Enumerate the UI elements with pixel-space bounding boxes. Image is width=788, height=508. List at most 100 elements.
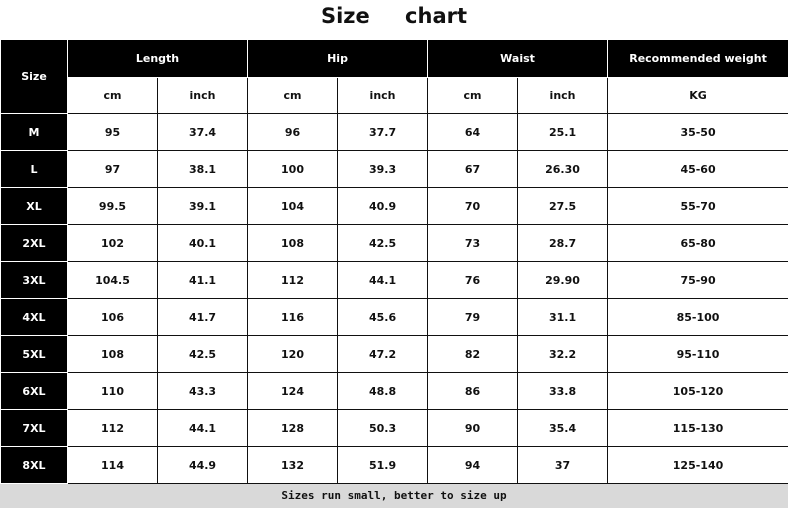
table-cell: 110 — [67, 372, 158, 410]
table-cell: 31.1 — [517, 298, 609, 336]
table-cell: 32.2 — [517, 335, 609, 373]
unit-header: cm — [427, 77, 519, 114]
table-cell: 65-80 — [607, 224, 788, 262]
table-cell: 114 — [67, 446, 158, 484]
size-label: 7XL — [0, 409, 68, 447]
unit-header: inch — [337, 77, 429, 114]
unit-header: cm — [67, 77, 158, 114]
table-cell: 25.1 — [517, 113, 609, 151]
table-cell: 90 — [427, 409, 519, 447]
table-row: XL 99.5 39.1 104 40.9 70 27.5 55-70 — [0, 187, 788, 225]
table-cell: 95 — [67, 113, 158, 151]
table-cell: 33.8 — [517, 372, 609, 410]
table-cell: 42.5 — [337, 224, 429, 262]
table-cell: 108 — [247, 224, 339, 262]
table-cell: 99.5 — [67, 187, 158, 225]
table-cell: 85-100 — [607, 298, 788, 336]
table-cell: 40.1 — [156, 224, 249, 262]
size-label: 8XL — [0, 446, 68, 484]
table-cell: 97 — [67, 150, 158, 188]
table-cell: 86 — [427, 372, 519, 410]
table-cell: 125-140 — [607, 446, 788, 484]
table-cell: 70 — [427, 187, 519, 225]
table-cell: 37 — [517, 446, 609, 484]
table-cell: 48.8 — [337, 372, 429, 410]
table-row: 5XL 108 42.5 120 47.2 82 32.2 95-110 — [0, 335, 788, 373]
table-cell: 55-70 — [607, 187, 788, 225]
table-cell: 39.1 — [156, 187, 249, 225]
table-cell: 41.7 — [156, 298, 249, 336]
table-row: 7XL 112 44.1 128 50.3 90 35.4 115-130 — [0, 409, 788, 447]
table-cell: 38.1 — [156, 150, 249, 188]
table-row: L 97 38.1 100 39.3 67 26.30 45-60 — [0, 150, 788, 188]
table-cell: 37.7 — [337, 113, 429, 151]
table-cell: 115-130 — [607, 409, 788, 447]
footer-note: Sizes run small, better to size up — [0, 484, 788, 508]
table-cell: 124 — [247, 372, 339, 410]
table-row: 2XL 102 40.1 108 42.5 73 28.7 65-80 — [0, 224, 788, 262]
table-cell: 102 — [67, 224, 158, 262]
table-cell: 51.9 — [337, 446, 429, 484]
table-cell: 29.90 — [517, 261, 609, 299]
size-chart-table: Size Length Hip Waist Recommended weight… — [0, 39, 788, 484]
table-cell: 94 — [427, 446, 519, 484]
size-label: 3XL — [0, 261, 68, 299]
table-cell: 79 — [427, 298, 519, 336]
table-cell: 100 — [247, 150, 339, 188]
table-cell: 35-50 — [607, 113, 788, 151]
unit-header: KG — [607, 77, 788, 114]
length-header: Length — [66, 39, 249, 78]
table-row: 3XL 104.5 41.1 112 44.1 76 29.90 75-90 — [0, 261, 788, 299]
table-cell: 105-120 — [607, 372, 788, 410]
table-cell: 45-60 — [607, 150, 788, 188]
size-label: XL — [0, 187, 68, 225]
page-title: Size chart — [320, 4, 468, 28]
table-cell: 76 — [427, 261, 519, 299]
table-cell: 64 — [427, 113, 519, 151]
size-label: 5XL — [0, 335, 68, 373]
table-row: M 95 37.4 96 37.7 64 25.1 35-50 — [0, 113, 788, 151]
table-cell: 44.1 — [156, 409, 249, 447]
size-label: L — [0, 150, 68, 188]
table-cell: 27.5 — [517, 187, 609, 225]
table-cell: 104 — [247, 187, 339, 225]
table-cell: 120 — [247, 335, 339, 373]
table-cell: 96 — [247, 113, 339, 151]
table-cell: 67 — [427, 150, 519, 188]
table-cell: 95-110 — [607, 335, 788, 373]
unit-header: cm — [247, 77, 339, 114]
table-row: 4XL 106 41.7 116 45.6 79 31.1 85-100 — [0, 298, 788, 336]
unit-header: inch — [156, 77, 249, 114]
table-row: 8XL 114 44.9 132 51.9 94 37 125-140 — [0, 446, 788, 484]
table-cell: 116 — [247, 298, 339, 336]
table-cell: 40.9 — [337, 187, 429, 225]
size-label: 4XL — [0, 298, 68, 336]
table-cell: 132 — [247, 446, 339, 484]
size-label: 2XL — [0, 224, 68, 262]
table-cell: 50.3 — [337, 409, 429, 447]
table-cell: 112 — [247, 261, 339, 299]
table-cell: 35.4 — [517, 409, 609, 447]
table-cell: 26.30 — [517, 150, 609, 188]
weight-header: Recommended weight — [607, 39, 788, 78]
table-cell: 106 — [67, 298, 158, 336]
hip-header: Hip — [247, 39, 429, 78]
table-cell: 41.1 — [156, 261, 249, 299]
table-cell: 28.7 — [517, 224, 609, 262]
table-cell: 42.5 — [156, 335, 249, 373]
table-row: 6XL 110 43.3 124 48.8 86 33.8 105-120 — [0, 372, 788, 410]
table-cell: 45.6 — [337, 298, 429, 336]
table-cell: 44.9 — [156, 446, 249, 484]
size-header: Size — [0, 39, 68, 114]
table-cell: 73 — [427, 224, 519, 262]
table-cell: 39.3 — [337, 150, 429, 188]
table-cell: 37.4 — [156, 113, 249, 151]
table-cell: 82 — [427, 335, 519, 373]
size-label: 6XL — [0, 372, 68, 410]
waist-header: Waist — [427, 39, 609, 78]
table-cell: 47.2 — [337, 335, 429, 373]
table-cell: 75-90 — [607, 261, 788, 299]
table-cell: 112 — [67, 409, 158, 447]
table-cell: 44.1 — [337, 261, 429, 299]
table-cell: 43.3 — [156, 372, 249, 410]
